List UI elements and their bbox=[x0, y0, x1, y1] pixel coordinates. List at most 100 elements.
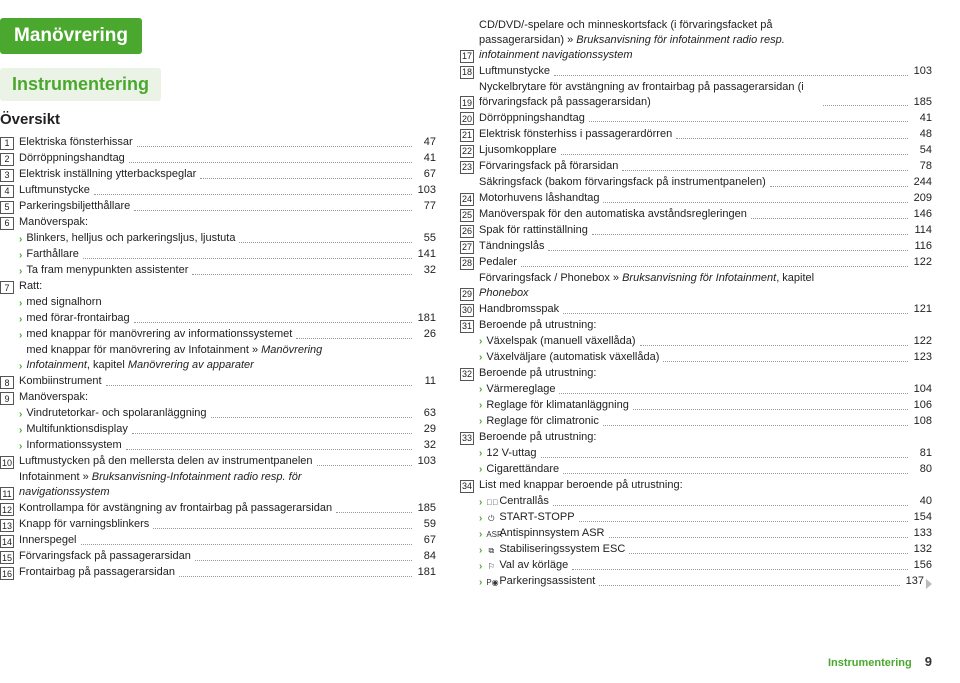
item-label: Dörröppningshandtag bbox=[479, 111, 585, 126]
item-number: 13 bbox=[0, 519, 14, 532]
dot-leader bbox=[137, 146, 412, 147]
item-number: 33 bbox=[460, 432, 474, 445]
index-row: ›Värmereglage104 bbox=[460, 382, 932, 397]
page-ref: 54 bbox=[912, 143, 932, 158]
page-footer: Instrumentering 9 bbox=[828, 654, 932, 669]
page-ref: 41 bbox=[416, 151, 436, 166]
page-ref: 40 bbox=[912, 494, 932, 509]
item-label: Parkeringsassistent bbox=[499, 574, 595, 589]
dot-leader bbox=[132, 433, 412, 434]
footer-page-number: 9 bbox=[925, 654, 932, 669]
item-label: Manöverspak: bbox=[19, 215, 88, 230]
page-ref: 156 bbox=[912, 558, 932, 573]
item-number: 15 bbox=[0, 551, 14, 564]
item-label: Luftmustycken på den mellersta delen av … bbox=[19, 454, 313, 469]
dot-leader bbox=[239, 242, 412, 243]
item-label: Blinkers, helljus och parkeringsljus, lj… bbox=[26, 231, 235, 246]
index-row: 26Spak för rattinställning114 bbox=[460, 223, 932, 238]
item-label: Manöverspak för den automatiska avstånds… bbox=[479, 207, 747, 222]
item-label: Växelspak (manuell växellåda) bbox=[486, 334, 635, 349]
index-row: ›med förar-frontairbag181 bbox=[0, 311, 436, 326]
page-ref: 104 bbox=[912, 382, 932, 397]
chapter-tab: Manövrering bbox=[0, 18, 142, 54]
page-ref: 106 bbox=[912, 398, 932, 413]
index-row: 10Luftmustycken på den mellersta delen a… bbox=[0, 454, 436, 469]
item-number: 30 bbox=[460, 304, 474, 317]
item-label: med förar-frontairbag bbox=[26, 311, 129, 326]
item-label: 12 V-uttag bbox=[486, 446, 536, 461]
item-label: START-STOPP bbox=[499, 510, 574, 525]
item-label: Parkeringsbiljetthållare bbox=[19, 199, 130, 214]
index-row: 9 Manöverspak: bbox=[0, 390, 436, 405]
item-number: 5 bbox=[0, 201, 14, 214]
item-label: Förvaringsfack på förarsidan bbox=[479, 159, 618, 174]
item-label: Beroende på utrustning: bbox=[479, 366, 596, 381]
page-ref: 133 bbox=[912, 526, 932, 541]
index-row: ›Vindrutetorkar- och spolaranläggning63 bbox=[0, 406, 436, 421]
dot-leader bbox=[622, 170, 908, 171]
item-label: Informationssystem bbox=[26, 438, 121, 453]
index-row: 33 Beroende på utrustning: bbox=[460, 430, 932, 445]
item-number: 32 bbox=[460, 368, 474, 381]
page-ref: 84 bbox=[416, 549, 436, 564]
dot-leader bbox=[521, 266, 908, 267]
item-label: Beroende på utrustning: bbox=[479, 318, 596, 333]
item-label: Luftmunstycke bbox=[479, 64, 550, 79]
index-row: 4Luftmunstycke103 bbox=[0, 183, 436, 198]
page-ref: 47 bbox=[416, 135, 436, 150]
dot-leader bbox=[200, 178, 412, 179]
item-number: 6 bbox=[0, 217, 14, 230]
dot-leader bbox=[559, 393, 908, 394]
chevron-icon: › bbox=[19, 408, 22, 422]
item-number: 20 bbox=[460, 112, 474, 125]
page-ref: 78 bbox=[912, 159, 932, 174]
item-number: 14 bbox=[0, 535, 14, 548]
page-ref: 181 bbox=[416, 311, 436, 326]
page-ref: 185 bbox=[416, 501, 436, 516]
inline-icon: P◉ bbox=[486, 578, 496, 589]
item-number: 1 bbox=[0, 137, 14, 150]
item-label: Manöverspak: bbox=[19, 390, 88, 405]
dot-leader bbox=[563, 473, 908, 474]
item-label: Beroende på utrustning: bbox=[479, 430, 596, 445]
chevron-icon: › bbox=[479, 399, 482, 413]
index-row: ›⚐Val av körläge156 bbox=[460, 558, 932, 573]
index-row: 8Kombiinstrument11 bbox=[0, 374, 436, 389]
index-row: ›med signalhorn bbox=[0, 295, 436, 310]
page-ref: 185 bbox=[912, 95, 932, 110]
item-label: Antispinnsystem ASR bbox=[499, 526, 604, 541]
item-number: 17 bbox=[460, 50, 474, 63]
item-label: Innerspegel bbox=[19, 533, 77, 548]
index-row: 16Frontairbag på passagerarsidan181 bbox=[0, 565, 436, 580]
right-column-list: 17CD/DVD/-spelare och minneskortsfack (i… bbox=[460, 18, 932, 589]
dot-leader bbox=[81, 544, 412, 545]
page-ref: 116 bbox=[912, 239, 932, 254]
item-label: med signalhorn bbox=[26, 295, 101, 310]
item-label: Ratt: bbox=[19, 279, 42, 294]
page-ref: 123 bbox=[912, 350, 932, 365]
item-label: Säkringsfack (bakom förvaringsfack på in… bbox=[479, 175, 766, 190]
item-label: med knappar för manövrering av informati… bbox=[26, 327, 292, 342]
dot-leader bbox=[153, 528, 412, 529]
index-row: 28Pedaler122 bbox=[460, 255, 932, 270]
index-row: ›Reglage för climatronic108 bbox=[460, 414, 932, 429]
item-label: Val av körläge bbox=[499, 558, 568, 573]
item-number: 9 bbox=[0, 392, 14, 405]
item-number: 4 bbox=[0, 185, 14, 198]
index-row: ›ASRAntispinnsystem ASR133 bbox=[460, 526, 932, 541]
index-row: 32 Beroende på utrustning: bbox=[460, 366, 932, 381]
page-ref: 77 bbox=[416, 199, 436, 214]
index-row: 15Förvaringsfack på passagerarsidan84 bbox=[0, 549, 436, 564]
dot-leader bbox=[663, 361, 908, 362]
index-row: ›Växelväljare (automatisk växellåda)123 bbox=[460, 350, 932, 365]
page-ref: 121 bbox=[912, 302, 932, 317]
page-ref: 114 bbox=[912, 223, 932, 238]
item-number: 16 bbox=[0, 567, 14, 580]
item-label: Elektrisk inställning ytterbackspeglar bbox=[19, 167, 196, 182]
item-label: Multifunktionsdisplay bbox=[26, 422, 128, 437]
index-row: ›Växelspak (manuell växellåda)122 bbox=[460, 334, 932, 349]
index-row: 25Manöverspak för den automatiska avstån… bbox=[460, 207, 932, 222]
item-label: Pedaler bbox=[479, 255, 517, 270]
item-number: 21 bbox=[460, 129, 474, 142]
index-row: Säkringsfack (bakom förvaringsfack på in… bbox=[460, 175, 932, 190]
